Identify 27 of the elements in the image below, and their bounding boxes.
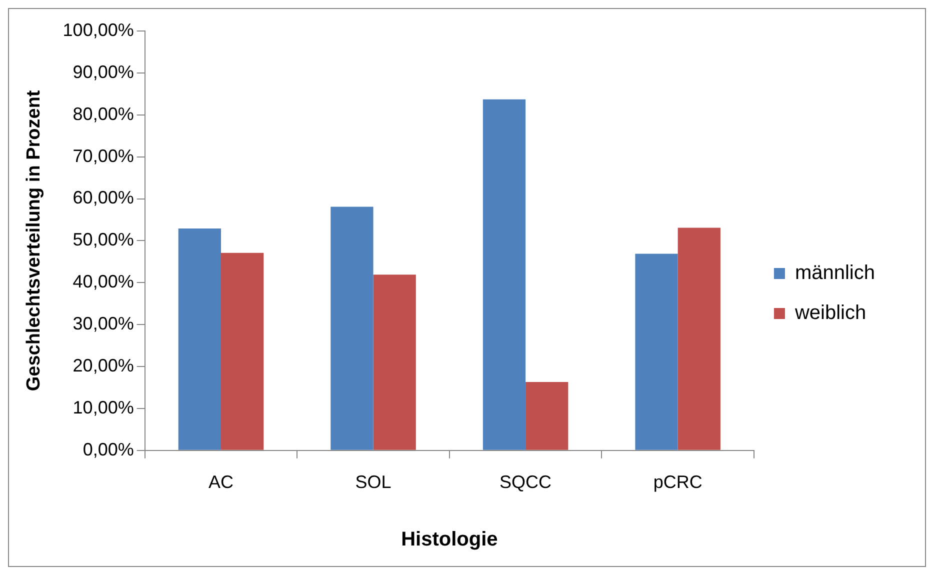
y-tick-label: 0,00%	[82, 439, 134, 460]
y-axis-title: Geschlechtsverteilung in Prozent	[24, 90, 45, 392]
y-tick-label: 30,00%	[72, 314, 134, 334]
legend-label: weiblich	[794, 302, 866, 324]
y-tick-label: 90,00%	[72, 62, 134, 82]
x-tick-label: SOL	[355, 472, 392, 492]
x-tick-label: pCRC	[653, 472, 702, 492]
y-tick-label: 80,00%	[72, 104, 134, 124]
bar	[526, 382, 568, 450]
y-tick-label: 10,00%	[72, 397, 134, 418]
x-tick-label: AC	[208, 472, 234, 492]
y-tick-label: 60,00%	[72, 188, 134, 208]
bar	[678, 228, 720, 450]
y-tick-label: 50,00%	[72, 230, 134, 250]
x-tick-label: SQCC	[500, 472, 552, 492]
bar	[220, 252, 264, 450]
bar	[373, 274, 416, 450]
bar	[482, 99, 526, 450]
y-tick-label: 40,00%	[72, 272, 134, 292]
bar	[635, 254, 678, 450]
x-axis-title: Histologie	[401, 528, 498, 551]
legend-label: männlich	[794, 262, 876, 284]
y-tick-label: 20,00%	[72, 355, 134, 376]
y-tick-label: 70,00%	[72, 146, 134, 166]
bar	[330, 206, 374, 450]
y-tick-label: 100,00%	[62, 20, 134, 40]
bar	[178, 228, 221, 450]
